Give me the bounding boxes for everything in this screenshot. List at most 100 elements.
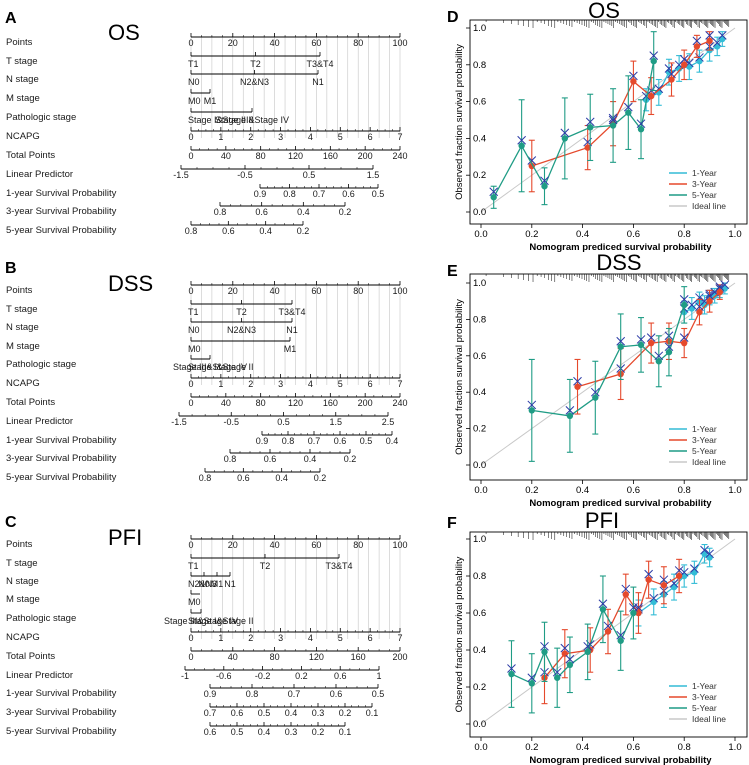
panel-label-B: B [5, 260, 17, 277]
cross-marker [705, 291, 714, 301]
tick-label: 80 [353, 286, 363, 296]
x-tick-label: 0.4 [576, 229, 589, 240]
row-label: NCAPG [6, 131, 40, 142]
row-label: 5-year Survival Probability [6, 726, 117, 737]
cross-marker [540, 641, 549, 651]
data-point [518, 142, 525, 149]
row-label: Total Points [6, 651, 55, 662]
row-label: 1-year Survival Probability [6, 188, 117, 199]
legend-box [665, 168, 743, 216]
tick-label: 120 [288, 398, 303, 408]
data-point [681, 301, 688, 309]
tick-label: 160 [351, 652, 366, 662]
row-label: 1-year Survival Probability [6, 435, 117, 446]
cross-marker [717, 31, 727, 40]
data-point [655, 358, 662, 365]
category-label: T3&T4 [325, 561, 352, 571]
tick-label: 0.2 [312, 727, 325, 737]
tick-label: 60 [311, 540, 321, 550]
x-tick-label: 0.6 [627, 742, 640, 753]
data-point [541, 648, 548, 656]
plot-frame [469, 19, 748, 225]
cross-marker [679, 295, 689, 304]
cross-marker [715, 282, 725, 291]
tick-label: 0.8 [199, 473, 212, 483]
x-tick-label: 0.0 [474, 229, 487, 240]
y-tick-label: 0.0 [473, 460, 486, 471]
tick-label: 40 [270, 38, 280, 48]
data-point [528, 680, 535, 687]
data-point [584, 144, 591, 151]
tick-label: 7 [397, 379, 402, 389]
tick-label: -1.5 [171, 417, 187, 427]
plot-frame [469, 531, 748, 738]
category-label: M0 [188, 597, 201, 607]
data-point [541, 183, 548, 190]
y-tick-label: 0.4 [473, 645, 486, 656]
data-point [668, 76, 675, 83]
data-point [574, 383, 581, 390]
y-tick-label: 0.6 [473, 351, 486, 362]
row-label: Linear Predictor [6, 670, 73, 681]
y-tick-label: 0.6 [473, 608, 486, 619]
ideal-line [480, 282, 736, 466]
data-point [599, 606, 607, 613]
tick-label: 0 [188, 540, 193, 550]
x-tick-label: 0.6 [627, 485, 640, 496]
y-tick-label: 0.2 [473, 170, 486, 181]
tick-label: 2 [248, 132, 253, 142]
tick-label: 0.3 [312, 708, 325, 718]
tick-label: 0.6 [231, 708, 244, 718]
category-label: Stage I&Stage II [188, 362, 254, 372]
cross-marker [674, 566, 684, 575]
row-label: N stage [6, 322, 39, 333]
data-point [587, 124, 594, 131]
cross-marker [621, 584, 631, 594]
tick-label: 40 [270, 540, 280, 550]
tick-label: 60 [311, 286, 321, 296]
cross-marker [649, 51, 659, 60]
data-point [561, 135, 569, 142]
cross-marker [517, 135, 526, 145]
tick-label: 4 [308, 379, 313, 389]
cross-marker [583, 641, 593, 651]
ideal-line [480, 27, 736, 213]
category-label: Stage I&Stage II [188, 616, 254, 626]
tick-label: -0.2 [255, 671, 271, 681]
tick-label: 80 [256, 151, 266, 161]
tick-label: 6 [368, 379, 373, 389]
tick-label: 1 [218, 379, 223, 389]
cross-marker [692, 36, 702, 46]
tick-label: -1 [181, 671, 189, 681]
cross-marker [649, 593, 659, 603]
tick-label: 6 [368, 633, 373, 643]
category-label: N2&N3 [240, 77, 269, 87]
category-label: N1 [286, 325, 298, 335]
tick-label: 0.4 [285, 708, 298, 718]
category-label: N0 [188, 325, 200, 335]
tick-label: 0.6 [334, 671, 347, 681]
y-tick-label: 0.6 [473, 97, 486, 108]
data-point [508, 670, 515, 678]
data-point [706, 37, 713, 45]
row-label: 1-year Survival Probability [6, 688, 117, 699]
tick-label: 0.4 [258, 727, 271, 737]
y-axis-label: Observed fraction survival probability [454, 44, 465, 200]
category-label: T2 [260, 561, 271, 571]
data-point [566, 661, 574, 668]
tick-label: 160 [323, 151, 338, 161]
legend-box [665, 681, 743, 729]
tick-label: 0.7 [288, 689, 301, 699]
row-label: N stage [6, 576, 39, 587]
cross-marker [623, 102, 633, 112]
category-label: M0 [188, 344, 201, 354]
cross-marker [560, 643, 570, 653]
tick-label: 0.5 [231, 727, 244, 737]
nomogram-title: DSS [108, 271, 153, 296]
data-point [706, 298, 713, 305]
tick-label: 0 [188, 379, 193, 389]
y-axis-label: Observed fraction survival probability [454, 556, 465, 712]
